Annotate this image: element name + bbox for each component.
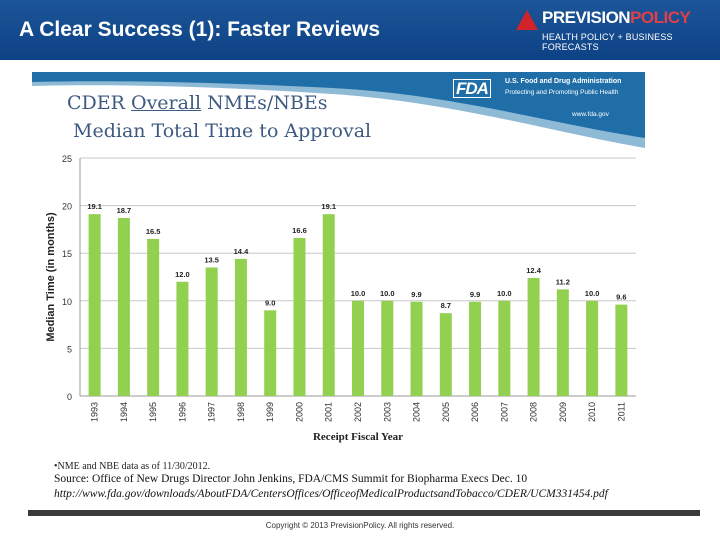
y-tick-label: 20 bbox=[62, 202, 72, 212]
bar-2010 bbox=[586, 300, 599, 396]
bar-1999 bbox=[264, 310, 277, 396]
x-tick-label: 1995 bbox=[148, 402, 158, 422]
fda-url: www.fda.gov bbox=[572, 111, 609, 118]
x-tick-label: 2004 bbox=[412, 402, 422, 422]
bar-1996 bbox=[176, 281, 189, 396]
bar-2003 bbox=[381, 300, 394, 396]
bar-2005 bbox=[439, 313, 452, 396]
data-label: 10.0 bbox=[380, 289, 395, 298]
x-tick-label: 2009 bbox=[558, 402, 568, 422]
data-label: 13.5 bbox=[204, 255, 219, 264]
x-tick-label: 2005 bbox=[441, 402, 451, 422]
source-url[interactable]: http://www.fda.gov/downloads/AboutFDA/Ce… bbox=[54, 488, 608, 500]
x-tick-label: 1996 bbox=[177, 402, 187, 422]
data-label: 10.0 bbox=[497, 289, 512, 298]
footer-divider bbox=[28, 510, 700, 516]
source-text: Source: Office of New Drugs Director Joh… bbox=[54, 473, 528, 485]
data-label: 16.6 bbox=[292, 226, 307, 235]
chart-title: CDER Overall NMEs/NBEs bbox=[67, 92, 328, 114]
y-tick-label: 10 bbox=[62, 297, 72, 307]
copyright: Copyright © 2013 PrevisionPolicy. All ri… bbox=[265, 521, 455, 530]
x-tick-label: 1993 bbox=[90, 402, 100, 422]
data-label: 19.1 bbox=[321, 202, 336, 211]
bar-2001 bbox=[322, 214, 335, 396]
bar-2008 bbox=[527, 277, 540, 396]
y-tick-label: 5 bbox=[67, 344, 72, 354]
data-label: 16.5 bbox=[146, 227, 161, 236]
data-label: 10.0 bbox=[351, 289, 366, 298]
x-tick-label: 2007 bbox=[499, 402, 509, 422]
bar-2011 bbox=[615, 304, 628, 396]
data-label: 18.7 bbox=[117, 206, 132, 215]
x-tick-label: 1994 bbox=[119, 402, 129, 422]
chart-subtitle: Median Total Time to Approval bbox=[73, 120, 372, 142]
data-label: 9.0 bbox=[265, 298, 275, 307]
logo-main: PREVISION bbox=[542, 8, 631, 27]
x-tick-label: 2011 bbox=[616, 402, 626, 421]
data-label: 9.9 bbox=[411, 290, 421, 299]
x-tick-label: 1997 bbox=[207, 402, 217, 422]
bar-2009 bbox=[556, 289, 569, 396]
data-label: 11.2 bbox=[556, 277, 570, 286]
bar-2006 bbox=[469, 301, 482, 396]
x-tick-label: 2006 bbox=[470, 402, 480, 422]
fda-logo: FDA bbox=[453, 79, 491, 98]
data-label: 8.7 bbox=[441, 301, 451, 310]
x-tick-label: 2001 bbox=[324, 402, 334, 422]
bar-1994 bbox=[117, 217, 130, 396]
x-tick-label: 2003 bbox=[382, 402, 392, 422]
bar-1993 bbox=[88, 214, 101, 396]
fda-banner bbox=[32, 72, 645, 148]
bar-2004 bbox=[410, 301, 423, 396]
prevision-policy-logo: PREVISIONPOLICY HEALTH POLICY + BUSINESS… bbox=[516, 8, 716, 52]
x-tick-label: 2000 bbox=[294, 402, 304, 422]
sail-icon bbox=[516, 10, 538, 30]
fda-agency-name: U.S. Food and Drug Administration bbox=[505, 78, 622, 85]
y-tick-label: 15 bbox=[62, 249, 72, 259]
data-label: 12.0 bbox=[175, 270, 190, 279]
y-tick-label: 0 bbox=[67, 392, 72, 402]
bar-1995 bbox=[147, 238, 160, 396]
x-tick-label: 2002 bbox=[353, 402, 363, 422]
data-label: 12.4 bbox=[526, 266, 541, 275]
data-label: 19.1 bbox=[87, 202, 102, 211]
x-tick-label: 2010 bbox=[587, 402, 597, 422]
data-label: 9.6 bbox=[616, 293, 626, 302]
y-tick-label: 25 bbox=[62, 154, 72, 164]
x-tick-label: 1999 bbox=[265, 402, 275, 422]
data-note: •NME and NBE data as of 11/30/2012. bbox=[54, 461, 211, 472]
bar-1997 bbox=[205, 267, 218, 396]
header-bar: A Clear Success (1): Faster Reviews PREV… bbox=[0, 0, 720, 60]
x-tick-label: 1998 bbox=[236, 402, 246, 422]
slide-title: A Clear Success (1): Faster Reviews bbox=[19, 18, 381, 41]
fda-tagline: Protecting and Promoting Public Health bbox=[505, 89, 619, 96]
y-axis-label: Median Time (in months) bbox=[45, 212, 57, 342]
data-label: 9.9 bbox=[470, 290, 480, 299]
logo-accent: POLICY bbox=[630, 8, 691, 27]
x-axis-label: Receipt Fiscal Year bbox=[313, 431, 403, 443]
bar-2000 bbox=[293, 237, 306, 396]
x-tick-label: 2008 bbox=[529, 402, 539, 422]
logo-tagline: HEALTH POLICY + BUSINESS FORECASTS bbox=[542, 32, 673, 52]
bar-2002 bbox=[352, 300, 364, 396]
data-label: 14.4 bbox=[234, 247, 249, 256]
bar-2007 bbox=[498, 300, 511, 396]
bar-1998 bbox=[234, 258, 247, 396]
data-label: 10.0 bbox=[585, 289, 600, 298]
